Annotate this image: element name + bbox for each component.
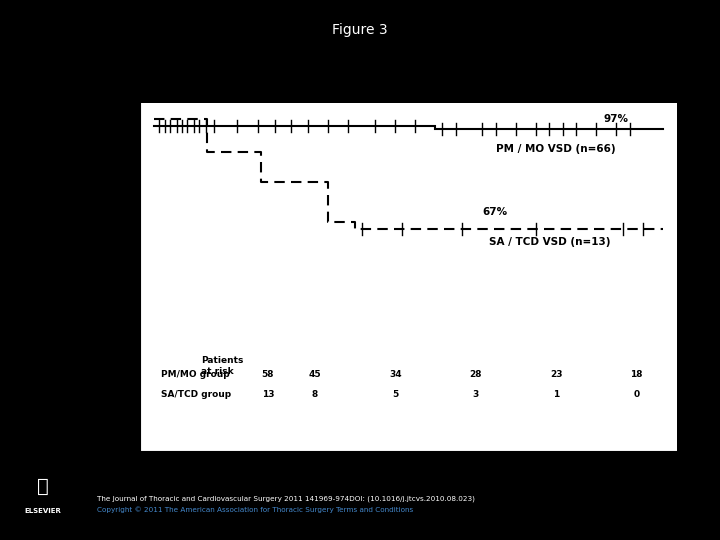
- Text: 13: 13: [261, 390, 274, 399]
- Text: SA / TCD VSD (n=13): SA / TCD VSD (n=13): [489, 237, 611, 247]
- Text: ELSEVIER: ELSEVIER: [24, 508, 62, 514]
- Text: 3: 3: [472, 390, 479, 399]
- Text: 45: 45: [308, 370, 321, 379]
- Text: for RVOTO (%): for RVOTO (%): [58, 103, 142, 113]
- Text: 18: 18: [630, 370, 643, 379]
- Text: 8: 8: [312, 390, 318, 399]
- Text: 5: 5: [392, 390, 398, 399]
- X-axis label: Postoperative follow-up (m): Postoperative follow-up (m): [321, 476, 496, 486]
- Text: Patients
at risk: Patients at risk: [201, 356, 243, 376]
- Text: 34: 34: [389, 370, 402, 379]
- Text: Figure 3: Figure 3: [332, 23, 388, 37]
- Text: The Journal of Thoracic and Cardiovascular Surgery 2011 141969-974DOI: (10.1016/: The Journal of Thoracic and Cardiovascul…: [97, 496, 475, 502]
- Text: 28: 28: [469, 370, 482, 379]
- Text: 67%: 67%: [482, 207, 508, 217]
- Text: 1: 1: [553, 390, 559, 399]
- Text: Copyright © 2011 The American Association for Thoracic Surgery Terms and Conditi: Copyright © 2011 The American Associatio…: [97, 507, 413, 513]
- Text: 0: 0: [634, 390, 639, 399]
- Text: 58: 58: [261, 370, 274, 379]
- Text: PM / MO VSD (n=66): PM / MO VSD (n=66): [496, 144, 616, 154]
- Text: Freedom from Reoperation: Freedom from Reoperation: [58, 79, 217, 89]
- Text: PM/MO group: PM/MO group: [161, 370, 229, 379]
- Text: SA/TCD group: SA/TCD group: [161, 390, 230, 399]
- Text: 23: 23: [550, 370, 562, 379]
- Text: 97%: 97%: [603, 114, 628, 124]
- Text: 🌳: 🌳: [37, 477, 49, 496]
